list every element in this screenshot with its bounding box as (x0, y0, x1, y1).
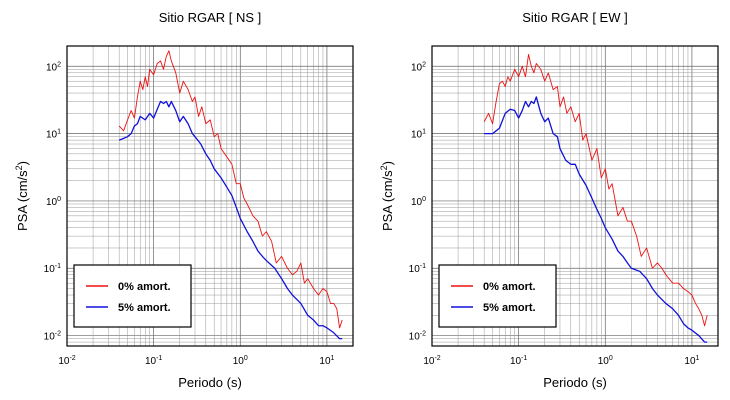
y-tick-label: 101 (411, 129, 426, 141)
y-tick-label: 102 (46, 61, 61, 73)
legend-box (438, 264, 557, 328)
x-tick-label: 101 (684, 355, 699, 367)
legend-box (73, 264, 192, 328)
y-tick-label: 10-2 (409, 331, 426, 343)
y-tick-label: 10-1 (44, 263, 61, 275)
series-line-undamped (118, 50, 343, 329)
y-tick-label: 10-1 (409, 263, 426, 275)
series-line-damped (484, 96, 708, 343)
y-axis-label: PSA (cm/s2) (379, 161, 395, 231)
y-tick-label: 100 (411, 196, 426, 208)
y-tick-label: 100 (46, 196, 61, 208)
series-line-undamped (483, 53, 708, 327)
chart-title: Sitio RGAR [ EW ] (522, 10, 627, 25)
legend-entry: 0% amort. (118, 281, 171, 293)
y-tick-label: 101 (46, 129, 61, 141)
y-tick-label: 10-2 (44, 331, 61, 343)
x-tick-label: 100 (233, 355, 248, 367)
x-tick-label: 10-1 (510, 355, 527, 367)
legend-entry: 5% amort. (483, 302, 536, 314)
x-axis-label: Periodo (s) (543, 375, 607, 390)
y-tick-label: 102 (411, 61, 426, 73)
x-tick-label: 101 (319, 355, 334, 367)
chart-panel-2: 10-2 10-1 100 101 10-2 10-1 100 101 102 Sitio RGA… (379, 10, 719, 390)
y-axis-label: PSA (cm/s2) (14, 161, 30, 231)
legend-entry: 0% amort. (483, 281, 536, 293)
x-tick-label: 10-2 (58, 355, 75, 367)
plot-frame (66, 45, 354, 347)
chart-panel-1: 10-2 10-1 100 101 10-2 10-1 100 101 102 Sitio RGA… (14, 10, 354, 390)
chart-title: Sitio RGAR [ NS ] (159, 10, 262, 25)
x-tick-label: 10-2 (423, 355, 440, 367)
plot-frame (431, 45, 719, 347)
x-tick-label: 10-1 (145, 355, 162, 367)
x-tick-label: 100 (598, 355, 613, 367)
legend: 0% amort. 5% amort. (73, 264, 192, 328)
legend: 0% amort. 5% amort. (438, 264, 557, 328)
series-line-damped (118, 100, 343, 340)
x-axis-label: Periodo (s) (178, 375, 242, 390)
legend-entry: 5% amort. (118, 302, 171, 314)
